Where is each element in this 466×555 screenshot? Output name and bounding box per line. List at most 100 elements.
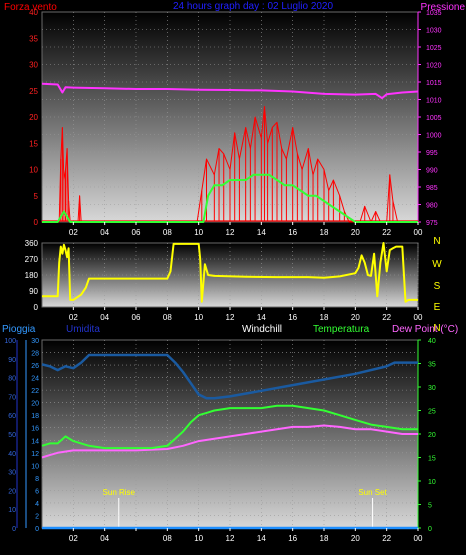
direction-axis-tick-label: 270 — [25, 255, 39, 264]
rain-axis-tick-label: 20 — [31, 401, 39, 408]
x-tick-label: 06 — [132, 313, 141, 322]
direction-axis-tick-label: 360 — [25, 239, 39, 248]
pressure-axis-tick-label: 985 — [426, 185, 438, 192]
wind-axis-title: Forza vento — [4, 2, 57, 13]
x-tick-label: 02 — [69, 228, 78, 237]
dewpoint-series — [41, 424, 418, 459]
x-tick-label: 18 — [320, 313, 329, 322]
humidity-axis-tick-label: 40 — [8, 451, 16, 458]
legend-dewpoint: Dew Point (°C) — [392, 324, 458, 335]
x-tick-label: 14 — [257, 534, 266, 543]
pressure-axis-tick-label: 1020 — [426, 63, 442, 70]
x-tick-label: 10 — [194, 228, 203, 237]
wind-axis-tick-label: 20 — [29, 113, 38, 122]
pressure-axis-tick-label: 995 — [426, 150, 438, 157]
x-tick-label: 20 — [351, 534, 360, 543]
x-tick-label: 22 — [382, 534, 391, 543]
x-tick-label: 14 — [257, 228, 266, 237]
rain-axis-tick-label: 30 — [31, 338, 39, 345]
legend-windchill: Windchill — [242, 324, 282, 335]
wind-axis-tick-label: 30 — [29, 61, 38, 70]
compass-label-e: E — [434, 302, 441, 313]
rain-axis-tick-label: 22 — [31, 388, 39, 395]
wind-speed-series — [42, 173, 418, 223]
wind-axis-tick-label: 35 — [29, 34, 38, 43]
temperature-axis-tick-label: 0 — [428, 526, 432, 533]
rain-axis-tick-label: 28 — [31, 351, 39, 358]
temperature-axis-tick-label: 35 — [428, 362, 436, 369]
humidity-axis-tick-label: 50 — [8, 432, 16, 439]
humidity-axis-tick-label: 30 — [8, 470, 16, 477]
x-tick-label: 12 — [226, 534, 235, 543]
rain-axis-tick-label: 14 — [31, 438, 39, 445]
wind-direction-x-axis: 02 04 06 08 10 12 14 16 18 20 22 00 — [69, 307, 423, 322]
rain-axis-tick-label: 4 — [35, 501, 39, 508]
x-tick-label: 16 — [288, 313, 297, 322]
x-tick-label: 10 — [194, 313, 203, 322]
direction-axis-tick-label: 90 — [29, 287, 38, 296]
x-tick-label: 08 — [163, 313, 172, 322]
rain-axis-tick-label: 16 — [31, 426, 39, 433]
rain-axis-tick-label: 6 — [35, 488, 39, 495]
sunset-label: Sun Set — [358, 488, 387, 497]
compass-label-n: N — [433, 323, 440, 334]
wind-direction-vgrid — [73, 243, 419, 307]
temperature-axis-tick-label: 40 — [428, 338, 436, 345]
x-tick-label: 12 — [226, 313, 235, 322]
x-tick-label: 22 — [382, 228, 391, 237]
rain-axis-tick-label: 8 — [35, 476, 39, 483]
pressure-axis-tick-label: 1015 — [426, 80, 442, 87]
pressure-axis-tick-label: 1000 — [426, 133, 442, 140]
temperature-axis-tick-label: 10 — [428, 479, 436, 486]
x-tick-label: 04 — [100, 313, 109, 322]
legend-umidita: Umidita — [66, 324, 100, 335]
pressure-axis-tick-label: 1035 — [426, 10, 442, 17]
wind-gust-series — [41, 106, 419, 222]
compass-label-s: S — [434, 281, 441, 292]
rain-axis-tick-label: 26 — [31, 363, 39, 370]
pressure-axis-tick-label: 975 — [426, 220, 438, 227]
temperature-axis-tick-label: 25 — [428, 409, 436, 416]
x-tick-label: 22 — [382, 313, 391, 322]
legend-temperatura: Temperatura — [313, 324, 370, 335]
legend-pioggia: Pioggia — [2, 324, 36, 335]
humidity-axis-tick-label: 100 — [4, 338, 16, 345]
wind-axis-tick-label: 25 — [29, 87, 38, 96]
x-tick-label: 08 — [163, 228, 172, 237]
temperature-axis-tick-label: 15 — [428, 456, 436, 463]
compass-label-w: W — [432, 259, 442, 270]
humidity-axis-tick-label: 60 — [8, 413, 16, 420]
humidity-axis-tick-label: 80 — [8, 376, 16, 383]
rain-axis-tick-label: 12 — [31, 451, 39, 458]
pressure-axis-tick-label: 1010 — [426, 98, 442, 105]
x-tick-label: 02 — [69, 534, 78, 543]
pressure-axis-tick-label: 980 — [426, 203, 438, 210]
humidity-axis-tick-label: 20 — [8, 488, 16, 495]
compass-label-n: N — [433, 236, 440, 247]
direction-axis-tick-label: 180 — [25, 271, 39, 280]
rain-axis-tick-label: 0 — [35, 526, 39, 533]
x-tick-label: 12 — [226, 228, 235, 237]
x-tick-label: 18 — [320, 228, 329, 237]
wind-pressure-x-axis: 02 04 06 08 10 12 14 16 18 20 22 00 — [69, 222, 423, 237]
x-tick-label: 14 — [257, 313, 266, 322]
x-tick-label: 00 — [414, 534, 423, 543]
rain-axis-tick-label: 10 — [31, 463, 39, 470]
temp-humidity-x-axis: 02 04 08 10 12 14 16 18 20 22 00 — [69, 528, 423, 543]
wind-direction-series — [42, 242, 418, 303]
x-tick-label: 20 — [351, 313, 360, 322]
wind-axis-tick-label: 40 — [29, 8, 38, 17]
wind-axis-tick-label: 10 — [29, 166, 38, 175]
x-tick-label: 08 — [163, 534, 172, 543]
x-tick-label: 00 — [414, 313, 423, 322]
wind-axis-tick-label: 5 — [34, 192, 39, 201]
rain-axis-tick-label: 2 — [35, 513, 39, 520]
chart-title: 24 hours graph day : 02 Luglio 2020 — [173, 1, 334, 12]
humidity-series — [41, 353, 418, 400]
x-tick-label: 16 — [288, 534, 297, 543]
humidity-axis-tick-label: 0 — [12, 526, 16, 533]
humidity-axis-tick-label: 90 — [8, 357, 16, 364]
temperature-axis-tick-label: 5 — [428, 503, 432, 510]
